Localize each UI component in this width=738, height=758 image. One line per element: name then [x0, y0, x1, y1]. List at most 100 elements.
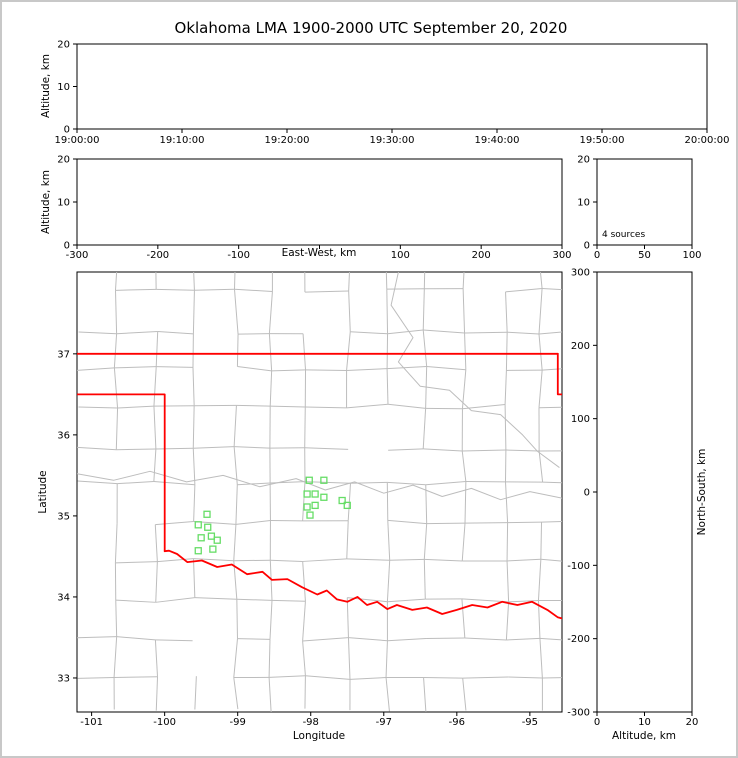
tick-label: -300	[567, 708, 590, 719]
county-line	[422, 329, 428, 367]
county-line	[193, 272, 195, 291]
county-line	[237, 365, 272, 372]
county-line	[542, 677, 562, 679]
county-line	[507, 558, 541, 562]
county-line	[234, 446, 270, 449]
source-marker	[320, 493, 328, 501]
county-line	[115, 561, 158, 564]
tick-label: 19:30:00	[370, 135, 415, 146]
county-line	[538, 288, 543, 335]
tick-label: -99	[230, 717, 246, 728]
county-line	[505, 332, 508, 371]
time-height-panel-border	[76, 43, 708, 130]
county-line	[346, 558, 390, 561]
county-line	[114, 523, 118, 563]
county-line	[388, 448, 424, 451]
tick-label: 50	[638, 250, 651, 261]
county-line	[508, 676, 543, 679]
tick-label: 0	[64, 125, 70, 136]
county-line	[387, 519, 427, 525]
county-line	[462, 288, 466, 333]
county-line	[505, 288, 543, 293]
county-line	[114, 676, 158, 678]
county-line	[387, 598, 426, 603]
county-line	[539, 638, 543, 679]
tick-label: 20	[57, 40, 70, 51]
source-marker	[320, 476, 328, 484]
county-line	[233, 560, 238, 600]
figure-title: Oklahoma LMA 1900-2000 UTC September 20,…	[174, 19, 568, 37]
county-line	[423, 272, 426, 289]
tick-label: 0	[594, 717, 600, 728]
county-line	[461, 598, 466, 639]
tick-label: -101	[80, 717, 103, 728]
county-line	[154, 639, 159, 677]
source-marker	[311, 490, 319, 498]
county-line	[423, 677, 463, 679]
county-line	[305, 369, 347, 371]
tick-label: 300	[552, 250, 571, 261]
tick-label: 0	[594, 250, 600, 261]
county-line	[117, 405, 154, 409]
county-line	[387, 365, 427, 370]
source-marker	[305, 476, 313, 484]
county-line	[192, 448, 196, 485]
county-line	[350, 331, 388, 335]
tick-label: 10	[57, 82, 70, 93]
county-line	[155, 331, 159, 367]
county-line	[464, 332, 467, 370]
county-line	[114, 366, 157, 369]
county-line	[233, 524, 237, 561]
lma-sources	[194, 476, 351, 555]
county-line	[236, 334, 239, 367]
tick-label: -200	[146, 250, 169, 261]
county-line	[153, 480, 195, 486]
source-marker	[209, 545, 217, 553]
county-line	[422, 288, 425, 331]
county-line	[236, 404, 271, 407]
county-line	[236, 599, 238, 639]
county-line	[116, 330, 158, 335]
tick-label: -200	[567, 634, 590, 645]
county-line	[349, 676, 387, 680]
tick-label: 0	[64, 241, 70, 252]
county-line	[506, 560, 510, 602]
map-ylabel: Latitude	[37, 470, 49, 514]
county-line	[157, 330, 194, 335]
tick-label: 19:40:00	[475, 135, 520, 146]
tick-label: -100	[567, 561, 590, 572]
county-line	[508, 600, 539, 603]
county-line	[347, 637, 351, 680]
county-line	[346, 331, 351, 371]
county-line	[537, 559, 542, 601]
county-line	[505, 291, 508, 333]
county-line	[462, 449, 506, 452]
county-line	[464, 481, 467, 524]
county-line	[233, 405, 237, 447]
county-line	[304, 290, 349, 293]
county-boundaries	[77, 272, 562, 712]
county-line	[506, 637, 540, 641]
source-marker	[311, 501, 319, 510]
county-line	[542, 288, 562, 291]
county-line	[348, 637, 388, 642]
tick-label: -97	[376, 717, 392, 728]
county-line	[302, 558, 347, 562]
county-line	[426, 365, 466, 371]
county-line	[157, 558, 194, 563]
county-line	[387, 520, 391, 561]
ns-height-xlabel: Altitude, km	[611, 730, 677, 742]
county-line	[389, 558, 425, 561]
county-line	[77, 367, 115, 371]
county-line	[114, 272, 118, 291]
tick-label: 300	[571, 268, 590, 279]
tick-label: 20	[577, 155, 590, 166]
county-line	[538, 450, 544, 483]
county-line	[462, 676, 509, 679]
county-line	[269, 370, 273, 407]
county-line	[77, 480, 118, 485]
county-line	[113, 333, 118, 368]
county-line	[540, 558, 562, 562]
county-line	[268, 333, 273, 371]
county-line	[116, 636, 156, 641]
